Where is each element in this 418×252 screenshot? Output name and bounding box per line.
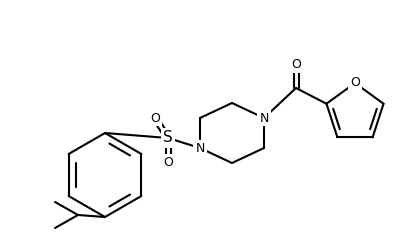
Text: O: O <box>150 111 160 124</box>
Text: N: N <box>195 142 205 154</box>
Text: O: O <box>291 58 301 72</box>
Text: S: S <box>163 131 173 145</box>
Text: N: N <box>259 111 269 124</box>
Text: O: O <box>350 77 360 89</box>
Text: O: O <box>163 155 173 169</box>
